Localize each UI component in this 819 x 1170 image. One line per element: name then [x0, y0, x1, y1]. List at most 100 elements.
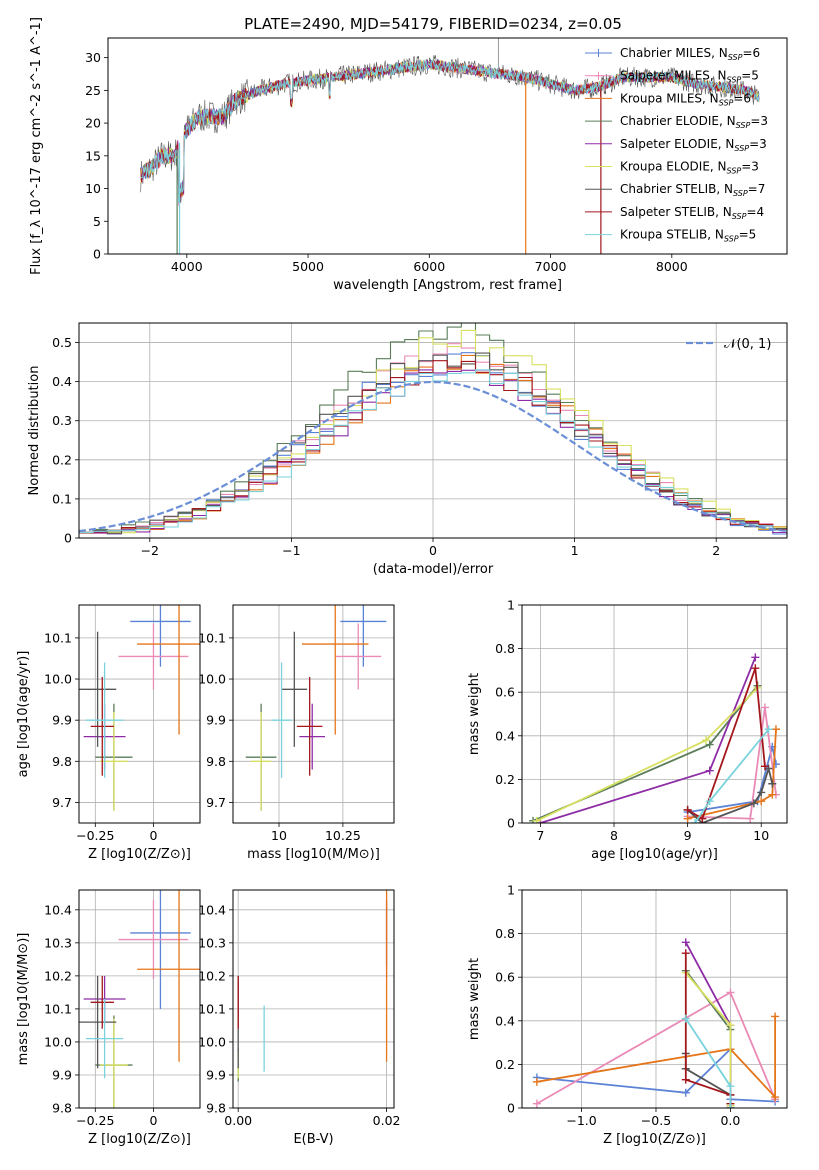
x-tick-label: 4000	[171, 259, 203, 274]
y-axis-label: mass [log10(M/M⊙)]	[16, 933, 31, 1066]
x-tick-label: −0.5	[641, 1113, 671, 1128]
x-tick-label: 2	[712, 543, 720, 558]
plot-area-weight_vs_Z	[532, 938, 780, 1108]
figure-title: PLATE=2490, MJD=54179, FIBERID=0234, z=0…	[244, 15, 622, 33]
weight-marker-chabrier_stelib	[768, 779, 777, 788]
y-tick-label: 0.4	[495, 1013, 515, 1028]
x-tick-label: 8	[610, 828, 618, 843]
y-tick-label: 10.4	[44, 902, 72, 917]
y-tick-label: 5	[93, 214, 101, 229]
y-axis-label: mass weight	[467, 958, 482, 1040]
y-tick-label: 0.2	[495, 1057, 515, 1072]
y-tick-label: 10.3	[44, 935, 72, 950]
axes-frame	[78, 889, 201, 1109]
y-tick-label: 0.2	[52, 452, 72, 467]
panel-mass_vs_Z: −0.25 0 9.8 9.9 10.0 10.1 10.2 10.3 10.4 Z [log10…	[16, 889, 201, 1147]
y-tick-label: 0.8	[495, 641, 515, 656]
weight-marker-kroupa_miles	[532, 1077, 541, 1086]
panel-age_vs_mass: 10 10.25 9.7 9.8 9.9 10.0 10.1 mass [log10(M/M⊙…	[198, 604, 395, 862]
x-tick-label: 10	[753, 828, 769, 843]
y-tick-label: 30	[85, 50, 101, 65]
x-axis-label: age [log10(age/yr)]	[591, 847, 718, 862]
weight-marker-salpeter_elodie	[681, 938, 690, 947]
x-tick-label: −0.25	[76, 1113, 114, 1128]
x-tick-label: 0.02	[373, 1113, 401, 1128]
y-tick-label: 0	[64, 531, 72, 546]
axes-frame	[78, 604, 201, 824]
panel-residuals: −2 −1 0 1 2 0 0.1 0.2 0.3 0.4 0.5 (data-model)/erro…	[27, 322, 788, 577]
plot-area-age_vs_mass	[245, 605, 387, 811]
weight-marker-kroupa_stelib	[726, 1082, 735, 1091]
x-tick-label: 7000	[535, 259, 567, 274]
legend-label-chabrier_miles: Chabrier MILES, NSSP=6	[620, 46, 760, 62]
x-axis-label: Z [log10(Z/Z⊙)]	[88, 847, 191, 862]
y-tick-label: 9.9	[206, 713, 226, 728]
y-tick-label: 0.4	[52, 374, 72, 389]
weight-line-kroupa_miles	[536, 1016, 776, 1100]
y-tick-label: 9.8	[52, 1101, 72, 1116]
y-tick-label: 10.1	[44, 630, 72, 645]
y-tick-label: 9.7	[206, 795, 226, 810]
y-tick-label: 10.2	[198, 968, 226, 983]
legend-label-chabrier_elodie: Chabrier ELODIE, NSSP=3	[620, 114, 768, 130]
weight-marker-kroupa_elodie	[702, 736, 711, 745]
legend-marker-salpeter_miles	[594, 71, 603, 80]
weight-marker-kroupa_miles	[683, 814, 692, 823]
weight-marker-kroupa_stelib	[764, 725, 773, 734]
y-tick-label: 10.3	[198, 935, 226, 950]
x-tick-label: −2	[141, 543, 159, 558]
axes-frame	[107, 37, 788, 255]
plot-area-age_vs_Z	[79, 605, 200, 811]
x-tick-label: 0.0	[720, 1113, 740, 1128]
y-tick-label: 0.2	[495, 772, 515, 787]
y-tick-label: 10.1	[198, 630, 226, 645]
y-tick-label: 20	[85, 116, 101, 131]
y-tick-label: 0.3	[52, 413, 72, 428]
weight-marker-salpeter_stelib	[681, 1075, 690, 1084]
y-tick-label: 0	[93, 247, 101, 262]
axes-frame	[232, 604, 395, 824]
y-tick-label: 9.9	[52, 1067, 72, 1082]
x-tick-label: 7	[536, 828, 544, 843]
y-tick-label: 0.1	[52, 491, 72, 506]
plot-area-mass_vs_Z	[79, 890, 200, 1108]
axes-frame	[521, 889, 788, 1109]
weight-marker-chabrier_miles	[681, 1088, 690, 1097]
y-tick-label: 0.6	[495, 685, 515, 700]
weight-marker-salpeter_miles	[726, 988, 735, 997]
plot-area-spectrum	[140, 38, 760, 254]
x-tick-label: 0	[149, 1113, 157, 1128]
y-axis-label: age [log10(age/yr)]	[16, 651, 31, 778]
y-tick-label: 9.8	[206, 754, 226, 769]
weight-marker-salpeter_miles	[532, 1099, 541, 1108]
y-tick-label: 0	[507, 816, 515, 831]
plot-area-mass_vs_ebv	[237, 890, 388, 1082]
legend-label-salpeter_miles: Salpeter MILES, NSSP=5	[620, 69, 759, 85]
x-tick-label: −1.0	[566, 1113, 596, 1128]
weight-marker-salpeter_stelib	[683, 805, 692, 814]
weight-marker-kroupa_miles	[757, 797, 766, 806]
x-tick-label: 9	[684, 828, 692, 843]
x-tick-label: 8000	[656, 259, 688, 274]
axes-frame	[521, 604, 788, 824]
x-axis-label: Z [log10(Z/Z⊙)]	[88, 1132, 191, 1147]
y-tick-label: 9.9	[206, 1067, 226, 1082]
y-tick-label: 0	[507, 1101, 515, 1116]
spectrum-line-chabrier_stelib	[140, 55, 760, 204]
x-axis-label: (data-model)/error	[373, 562, 494, 577]
legend-label-kroupa_elodie: Kroupa ELODIE, NSSP=3	[620, 160, 759, 176]
weight-marker-kroupa_miles	[768, 790, 777, 799]
x-tick-label: −0.25	[76, 828, 114, 843]
x-tick-label: 10	[271, 828, 287, 843]
plot-area-weight_vs_age	[529, 653, 780, 823]
hist-step-kroupa_stelib	[79, 369, 787, 535]
weight-marker-salpeter_elodie	[751, 653, 760, 662]
weight-marker-kroupa_stelib	[726, 1104, 735, 1108]
weight-line-salpeter_elodie	[685, 941, 732, 1108]
weight-marker-salpeter_stelib	[681, 949, 690, 958]
y-tick-label: 1	[507, 883, 515, 898]
weight-line-chabrier_stelib	[684, 1053, 732, 1108]
weight-line-chabrier_elodie	[532, 685, 759, 822]
y-axis-label: Flux [f_λ 10^-17 erg cm^-2 s^-1 A^-1]	[29, 17, 44, 275]
x-axis-label: Z [log10(Z/Z⊙)]	[603, 1132, 706, 1147]
